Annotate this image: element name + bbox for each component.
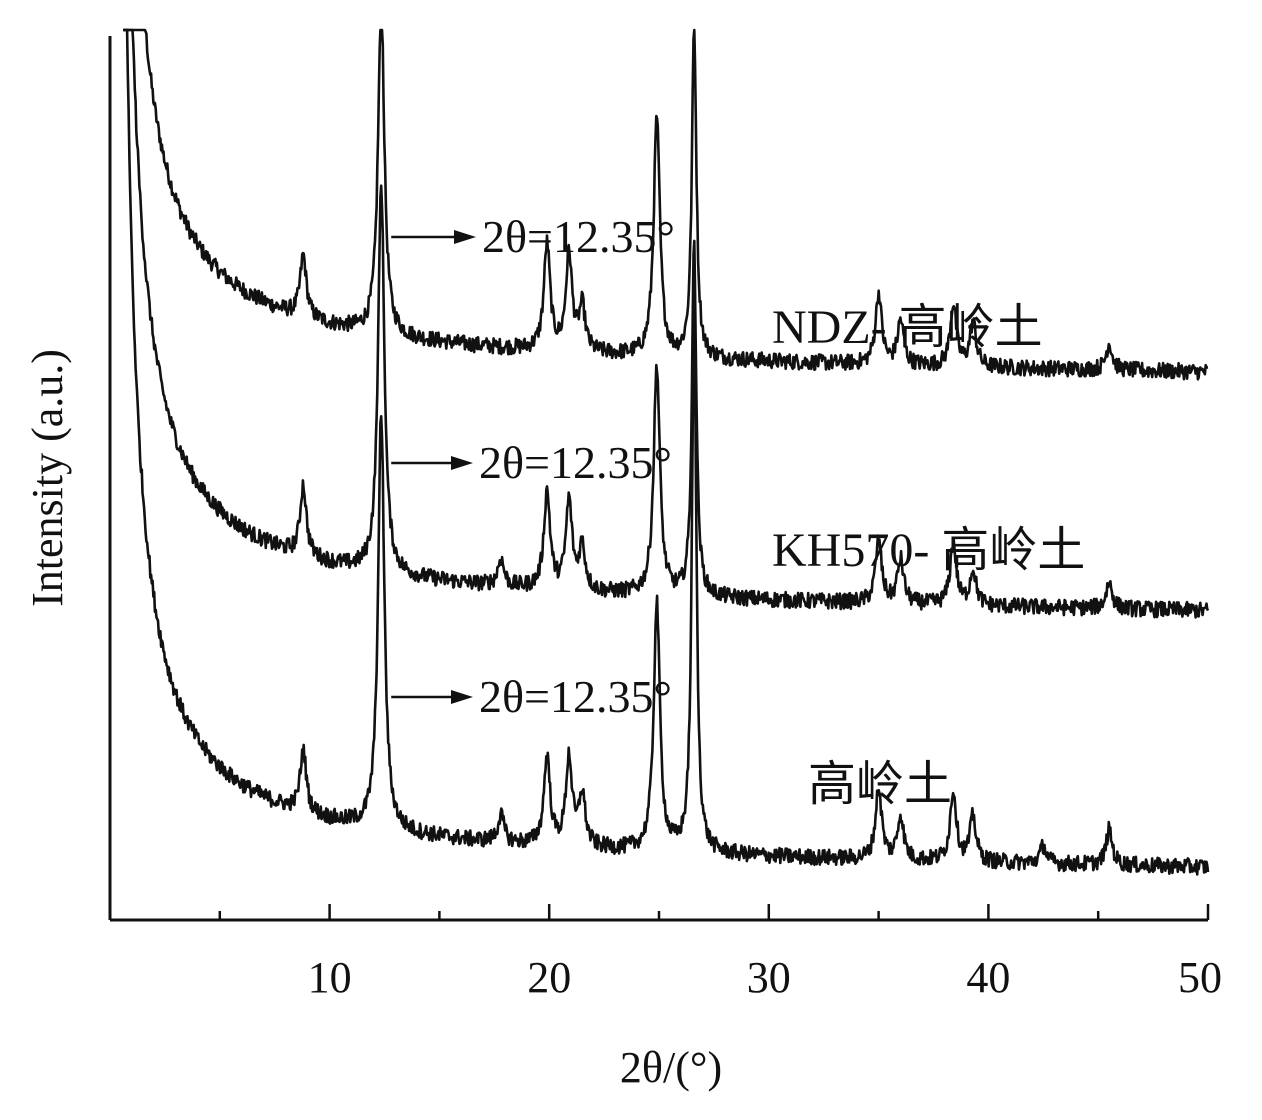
labels-layer: 10 20 30 40 50 2θ/(°) Intensity (a.u.) NDZ- 高岭土… [23,211,1222,1092]
axes-layer [108,36,1210,922]
traces-layer [122,28,1210,876]
annotation-arrow-head [451,456,473,470]
x-tick-label: 30 [747,953,791,1002]
x-axis-title: 2θ/(°) [620,1043,722,1092]
series-label-kh570: KH570- 高岭土 [772,524,1085,577]
peak-annotation-label: 2θ=12.35° [482,211,675,262]
x-tick-label: 20 [527,953,571,1002]
series-line-series-2 [122,28,1210,876]
peak-annotation-label: 2θ=12.35° [479,671,672,722]
series-line-ndz [122,28,1209,381]
y-axis-title: Intensity (a.u.) [23,349,72,607]
x-tick-label: 50 [1178,953,1222,1002]
peak-annotation-label: 2θ=12.35° [479,437,672,488]
series-line-kh570 [122,28,1210,619]
x-tick-label: 40 [966,953,1010,1002]
series-label-ndz: NDZ- 高岭土 [772,301,1043,354]
x-tick-label: 10 [308,953,352,1002]
series-label-series-2: 高岭土 [808,758,952,811]
annotation-arrow-head [451,690,473,704]
annotation-arrow-head [454,230,476,244]
